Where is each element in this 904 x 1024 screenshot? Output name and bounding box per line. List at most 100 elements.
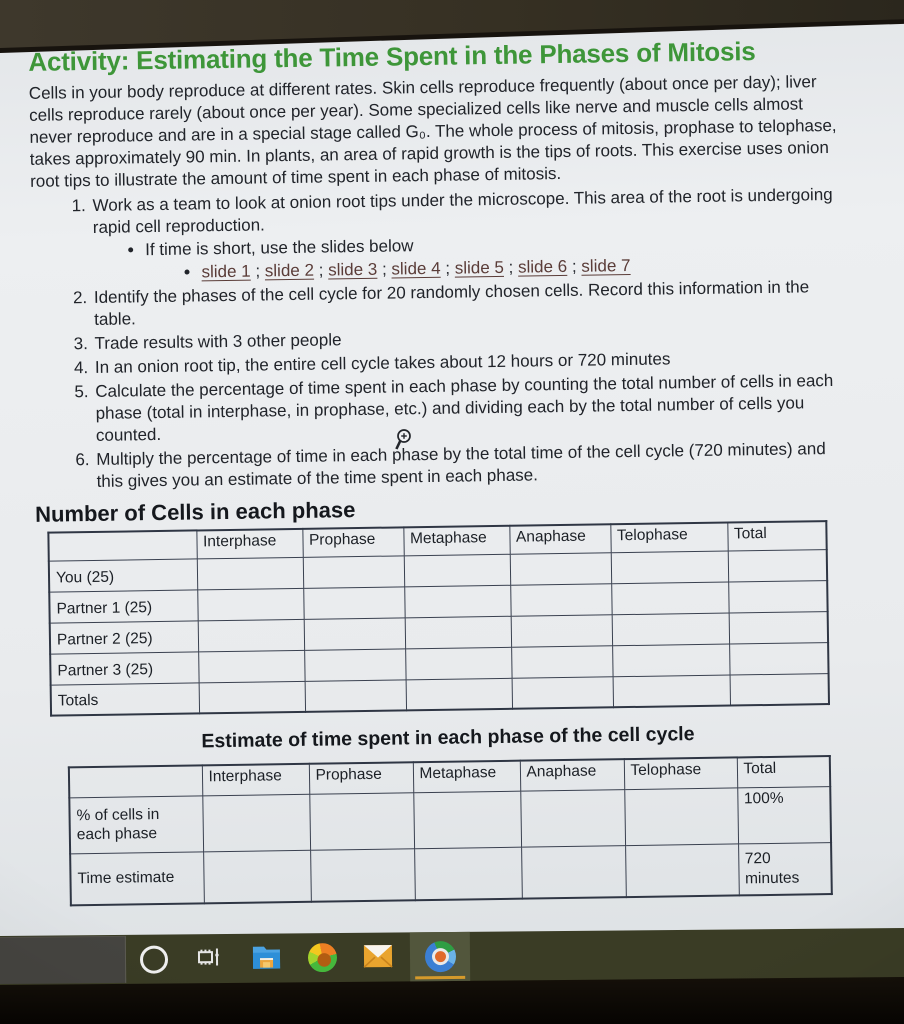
file-explorer-icon [250,942,281,973]
empty-cell [304,679,407,712]
empty-cell [612,643,730,677]
col-header-total: Total [736,756,831,788]
col-header-telophase: Telophase [623,757,738,790]
slide-link-1[interactable]: slide 1 [201,261,251,282]
step-text: Trade results with 3 other people [94,330,342,353]
file-explorer-button[interactable] [242,933,290,982]
col-header-prophase: Prophase [308,762,414,794]
mail-icon [363,943,393,971]
chrome-taskbar-button[interactable] [409,931,471,982]
empty-cell [302,555,405,588]
zoom-in-cursor-icon [393,428,414,457]
chrome-icon [424,940,456,973]
step-text: Identify the phases of the cell cycle fo… [93,277,810,329]
col-header-empty [68,765,203,798]
document: Activity: Estimating the Time Spent in t… [0,23,904,907]
cell-value: 720 minutes [738,842,832,896]
row-label: Totals [50,682,200,716]
step-item-1: Work as a team to look at onion root tip… [90,184,849,285]
link-separator: ; [440,258,455,278]
link-separator: ; [567,256,582,276]
empty-cell [414,846,522,901]
empty-cell [727,549,828,582]
empty-cell [511,645,613,678]
link-separator: ; [503,257,519,277]
empty-cell [403,553,511,587]
empty-cell [197,618,305,652]
empty-cell [203,849,311,904]
empty-cell [729,673,829,706]
empty-cell [521,845,626,899]
row-label: You (25) [48,558,198,592]
edge-icon [307,943,337,973]
sub-bullet-item: If time is short, use the slides below s… [145,229,850,284]
empty-cell [611,581,729,615]
empty-cell [612,674,731,708]
link-separator: ; [250,261,265,281]
empty-cell [198,649,305,683]
col-header-metaphase: Metaphase [403,525,510,556]
empty-cell [625,843,739,898]
col-header-telophase: Telophase [610,522,728,553]
col-header-prophase: Prophase [302,527,404,557]
screen-content: Activity: Estimating the Time Spent in t… [0,0,904,944]
time-estimate-table: Interphase Prophase Metaphase Anaphase Telop… [67,755,833,907]
task-view-icon [196,944,222,973]
empty-cell [729,642,829,675]
empty-cell [510,583,612,616]
col-header-anaphase: Anaphase [519,759,625,791]
empty-cell [511,676,614,709]
empty-cell [303,586,405,619]
empty-cell [310,848,415,902]
step-item-6: Multiply the percentage of time in each … [94,438,853,493]
empty-cell [404,584,511,618]
slide-link-5[interactable]: slide 5 [454,257,505,278]
windows-taskbar [0,928,904,985]
active-app-underline [415,975,466,980]
empty-cell [611,612,730,646]
col-header-interphase: Interphase [196,528,303,559]
col-header-total: Total [727,521,827,551]
empty-cell [198,680,306,714]
slide-link-2[interactable]: slide 2 [264,260,315,281]
steps-list: Work as a team to look at onion root tip… [30,184,852,494]
empty-cell [624,787,739,846]
row-label: % of cells in each phase [69,795,204,854]
empty-cell [404,615,512,649]
empty-cell [405,646,512,680]
slide-link-4[interactable]: slide 4 [391,258,441,279]
slide-link-3[interactable]: slide 3 [327,259,378,280]
link-separator: ; [313,260,329,280]
row-label: Partner 2 (25) [49,620,199,654]
sub-bullet-text: If time is short, use the slides below [145,236,414,260]
empty-cell [303,617,406,650]
bottom-bezel [0,977,904,1024]
empty-cell [196,556,304,590]
empty-cell [728,611,829,644]
edge-button[interactable] [298,933,346,982]
empty-cell [309,792,415,850]
intro-paragraph: Cells in your body reproduce at differen… [28,72,837,191]
empty-cell [304,648,406,681]
step-text: Calculate the percentage of time spent i… [95,370,834,445]
task-view-button[interactable] [185,934,233,983]
link-separator: ; [377,259,392,279]
col-header-empty [48,530,197,561]
row-label: Partner 3 (25) [50,651,199,685]
cortana-button[interactable] [130,934,178,983]
slide-link-6[interactable]: slide 6 [517,256,568,277]
empty-cell [197,587,304,621]
empty-cell [405,677,513,711]
empty-cell [510,614,613,647]
taskbar-left-block [0,935,127,984]
step-item-5: Calculate the percentage of time spent i… [93,370,852,447]
empty-cell [413,790,522,849]
slide-link-7[interactable]: slide 7 [581,255,631,276]
col-header-anaphase: Anaphase [509,524,611,554]
empty-cell [728,580,828,613]
number-of-cells-table: Interphase Prophase Metaphase Anaphase Telop… [47,520,831,717]
empty-cell [509,552,612,585]
cortana-icon [139,944,169,974]
col-header-metaphase: Metaphase [412,760,521,793]
mail-button[interactable] [354,932,402,981]
